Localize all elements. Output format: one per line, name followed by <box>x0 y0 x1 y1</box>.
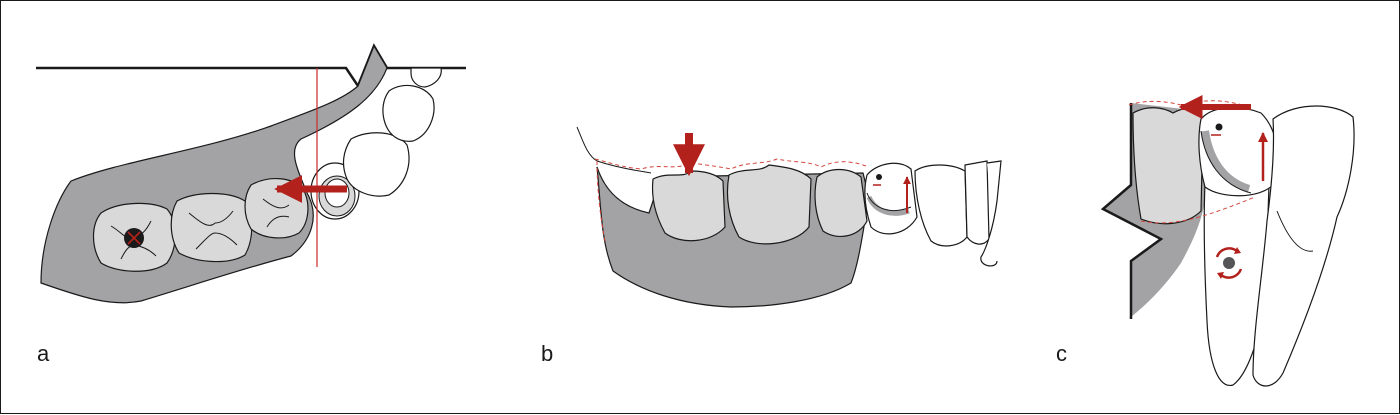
dashed-displacement-contour <box>594 158 870 170</box>
panel-b-drawing <box>576 126 1002 308</box>
midline-reference <box>36 43 466 89</box>
anterior-tooth-c <box>1252 105 1355 387</box>
molar-1-b <box>651 170 726 242</box>
anterior-tooth-2-a <box>382 84 435 142</box>
rotation-arrows-icon <box>1215 247 1243 279</box>
anterior-tooth-1-a <box>342 132 410 197</box>
anterior-tooth-3-a <box>410 67 442 88</box>
anterior-tooth-2-b <box>964 160 990 245</box>
posterior-crown-c <box>1132 107 1204 225</box>
molar-2-a <box>170 192 253 263</box>
panel-label-b: b <box>541 341 554 366</box>
center-of-rotation-icon <box>124 228 144 248</box>
panel-label-c: c <box>1056 341 1067 366</box>
anterior-tooth-1-b <box>914 164 968 247</box>
panel-c-drawing <box>1100 95 1355 387</box>
molar-2-b <box>726 164 812 245</box>
panel-a-drawing <box>36 43 466 304</box>
canine-crown-b <box>864 162 918 235</box>
panel-label-a: a <box>37 341 50 366</box>
premolar-b <box>814 168 868 238</box>
anterior-tooth-3-b <box>980 160 1002 267</box>
